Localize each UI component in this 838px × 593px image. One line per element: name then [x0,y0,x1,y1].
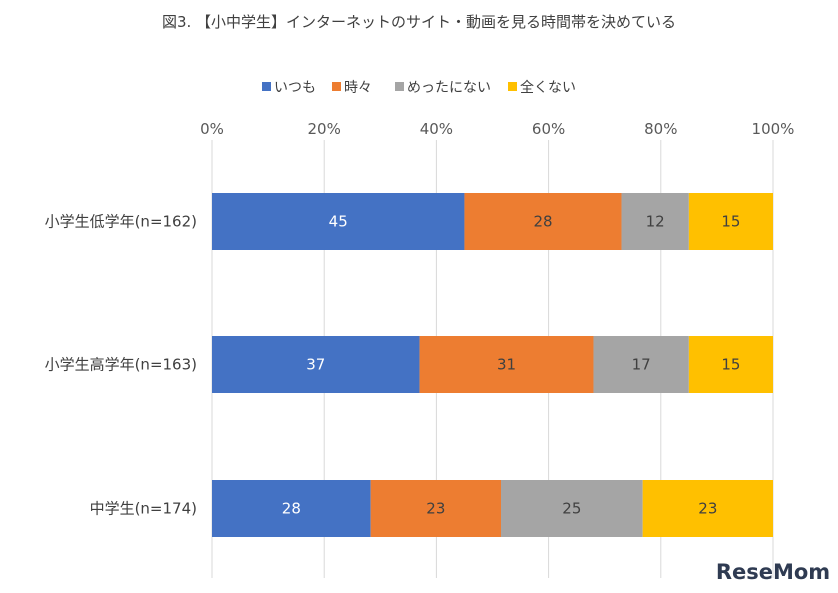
data-label: 28 [533,213,552,231]
x-tick-label: 60% [532,120,565,138]
x-tick-label: 80% [644,120,677,138]
bar-segment [501,480,643,537]
data-label: 23 [426,500,445,518]
data-label: 12 [646,213,665,231]
legend-label: 全くない [520,79,576,96]
bar-segment [593,336,689,393]
data-label: 15 [721,213,740,231]
resemom-logo: ReseMom [716,560,830,584]
chart-legend: いつも 時々 めったにない 全くない [262,79,576,96]
legend-swatch [262,82,271,91]
bar-segment [621,193,689,250]
data-label: 28 [282,500,301,518]
logo-text: ReseMom [716,560,830,584]
bar-segment [688,336,773,393]
x-tick-label: 0% [200,120,224,138]
category-label: 小学生低学年(n=162) [45,213,197,231]
bar-segment [642,480,773,537]
legend-swatch [508,82,517,91]
data-label: 15 [721,356,740,374]
category-label: 小学生高学年(n=163) [45,356,197,374]
data-label: 23 [698,500,717,518]
bar-segment [212,336,420,393]
category-label: 中学生(n=174) [90,500,197,518]
legend-label: いつも [274,80,316,96]
legend-label: めったにない [407,80,491,96]
bar-segment [212,480,371,537]
bar-segment [688,193,773,250]
data-label: 45 [329,213,348,231]
x-tick-label: 20% [308,120,341,138]
legend-swatch [332,82,341,91]
data-label: 37 [306,356,325,374]
legend-swatch [395,82,404,91]
chart-title: 図3. 【小中学生】インターネットのサイト・動画を見る時間帯を決めている [162,13,676,31]
x-axis-ticks: 0% 20% 40% 60% 80% 100% [200,120,794,138]
data-label: 17 [632,356,651,374]
bar-segment [419,336,594,393]
bar-segment [464,193,622,250]
data-label: 31 [497,356,516,374]
chart-bars: 45 28 12 15 37 31 17 15 28 23 25 23 [212,193,773,537]
category-labels: 小学生低学年(n=162) 小学生高学年(n=163) 中学生(n=174) [45,213,197,518]
x-tick-label: 100% [752,120,795,138]
data-label: 25 [562,500,581,518]
legend-label: 時々 [344,80,372,96]
x-tick-label: 40% [420,120,453,138]
bar-segment [212,193,465,250]
bar-segment [370,480,501,537]
